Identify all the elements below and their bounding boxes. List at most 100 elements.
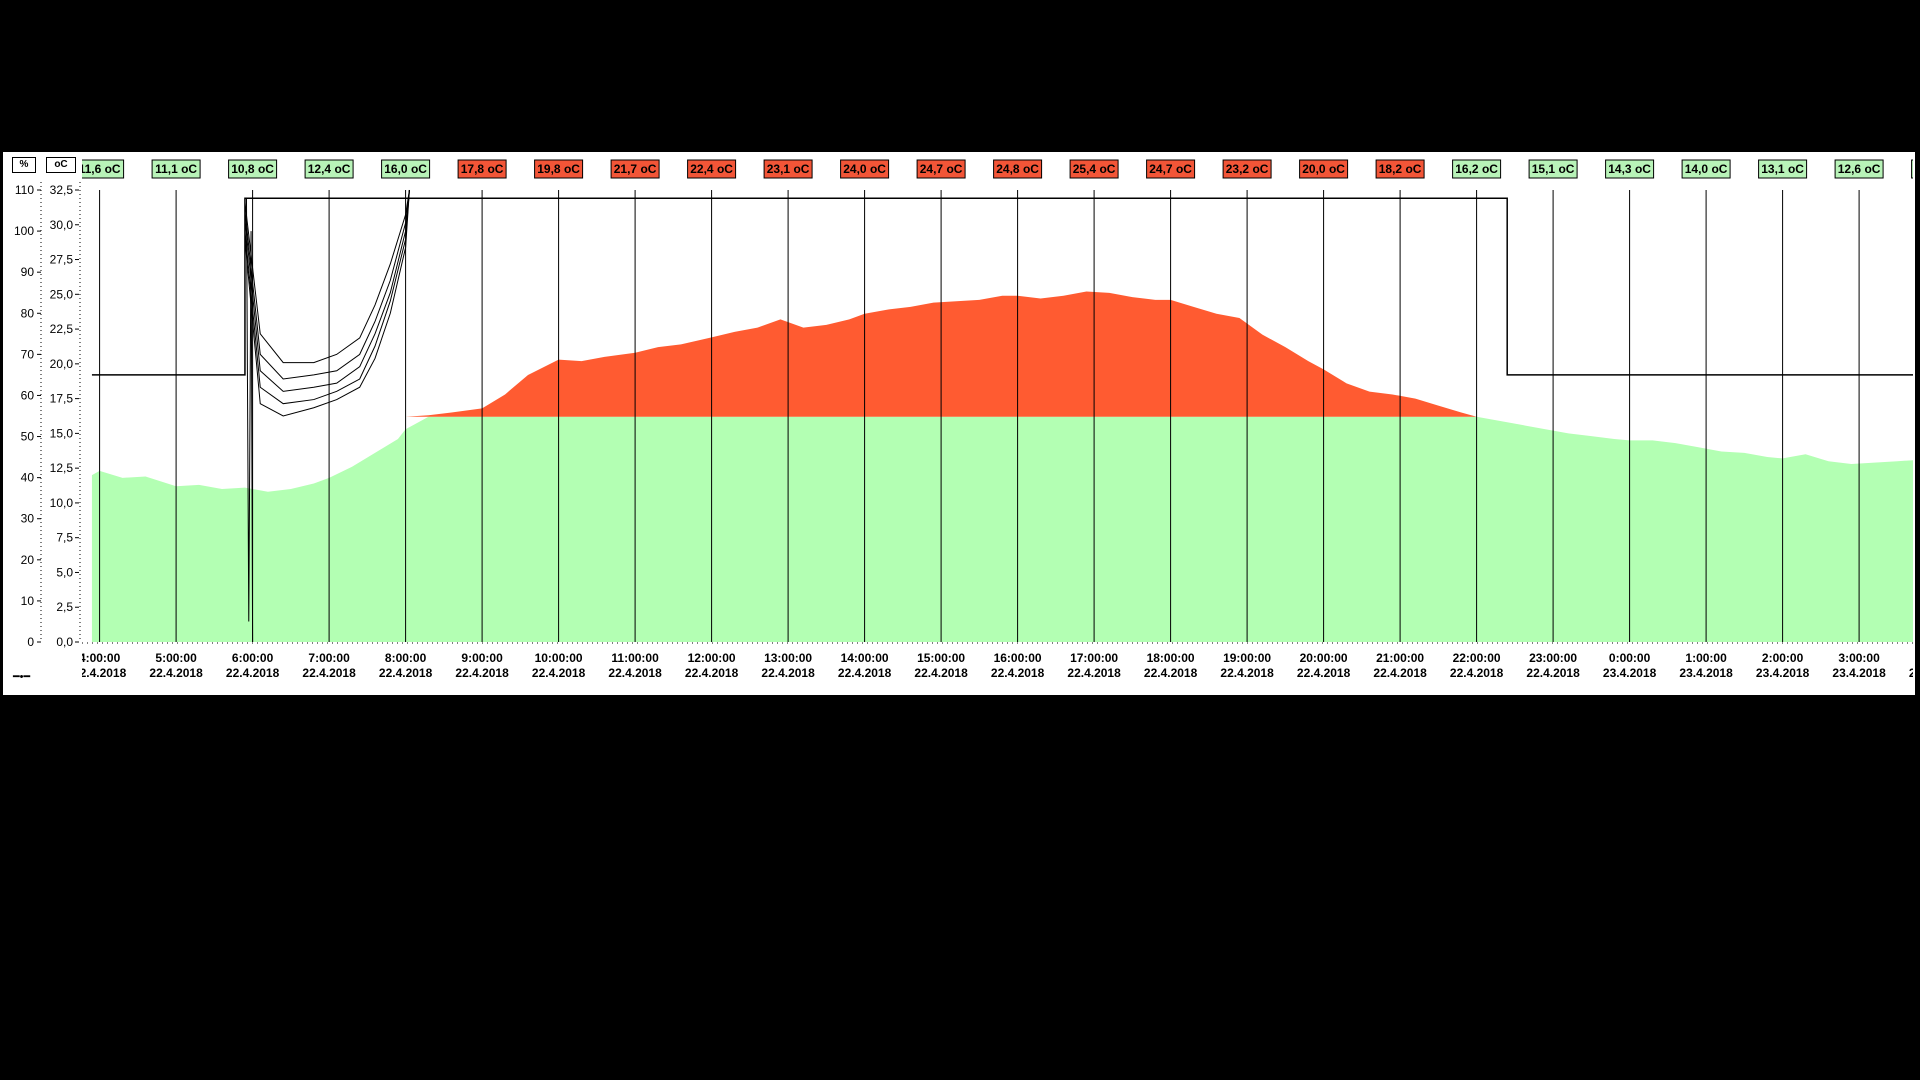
date-tick-label: 22.4.2018 [1526, 666, 1580, 680]
humidity-line [244, 189, 410, 380]
date-tick-label: 22.4.2018 [761, 666, 815, 680]
date-tick-label: 22.4.2018 [1067, 666, 1121, 680]
time-tick-label: 19:00:00 [1223, 651, 1271, 665]
temperature-tick-label: 5,0 [56, 565, 73, 579]
time-tick-label: 4:00:00 [79, 651, 121, 665]
date-tick-label: 22.4.2018 [914, 666, 968, 680]
temperature-tag-label: 21,7 oC [614, 162, 657, 176]
temperature-tick-label: 7,5 [56, 531, 73, 545]
date-tick-label: 22.4.2018 [838, 666, 892, 680]
time-axis-labels: 4:00:0022.4.20185:00:0022.4.20186:00:002… [73, 651, 1913, 680]
date-tick-label: 22.4.2018 [532, 666, 586, 680]
temperature-tag-label: 15,1 oC [1532, 162, 1575, 176]
date-tick-label: 22.4.2018 [302, 666, 356, 680]
cool-temperature-tag [228, 159, 278, 179]
date-tick-label: 22.4.2018 [991, 666, 1045, 680]
cool-temperature-tag [1681, 159, 1731, 179]
temperature-tick-label: 10,0 [50, 496, 74, 510]
temperature-tick-label: 25,0 [50, 287, 74, 301]
temperature-tag-label: 13,1 oC [1761, 162, 1804, 176]
date-tick-label: 22.4.2018 [455, 666, 509, 680]
temperature-tag-label: 23,2 oC [1226, 162, 1269, 176]
time-tick-label: 11:00:00 [611, 651, 659, 665]
time-tick-label: 0:00:00 [1609, 651, 1651, 665]
temperature-tag-label: 11,6 oC [79, 162, 121, 176]
cool-temperature-tag [304, 159, 354, 179]
temperature-tag-label: 14,3 oC [1608, 162, 1651, 176]
time-tick-label: 13:00:00 [764, 651, 812, 665]
date-tick-label: 22.4.2018 [1220, 666, 1274, 680]
cool-temperature-tag [1834, 159, 1884, 179]
cool-temperature-tag [1605, 159, 1655, 179]
temperature-tag-label: 22,4 oC [690, 162, 733, 176]
temperature-tag-label: 11,1 oC [155, 162, 197, 176]
temperature-tag-label: 12,6 oC [1838, 162, 1881, 176]
hot-temperature-tag [840, 159, 890, 179]
temperature-tick-label: 27,5 [50, 253, 74, 267]
time-tick-label: 15:00:00 [917, 651, 965, 665]
percent-tick-label: 20 [21, 553, 35, 567]
hot-temperature-tag [1069, 159, 1119, 179]
percent-tick-label: 30 [21, 512, 35, 526]
cool-temperature-tag [82, 159, 125, 179]
time-tick-label: 21:00:00 [1376, 651, 1424, 665]
cool-temperature-tag [151, 159, 201, 179]
temperature-humidity-chart: 0 10 20 30 40 50 60 70 80 90 100 110 0,0 2,5 5,0 7,5 10,… [14, 159, 1913, 680]
time-tick-label: 7:00:00 [308, 651, 350, 665]
temperature-tag-label: 20,0 oC [1302, 162, 1345, 176]
hot-temperature-tag [1222, 159, 1272, 179]
hot-temperature-tag [1375, 159, 1425, 179]
hot-temperature-tag [993, 159, 1043, 179]
time-tick-label: 23:00:00 [1529, 651, 1577, 665]
time-tick-label: 5:00:00 [155, 651, 197, 665]
temperature-tag-label: 14,0 oC [1685, 162, 1728, 176]
cool-temperature-area [91, 416, 1913, 642]
humidity-line [244, 189, 410, 392]
date-tick-label: 22.4.2018 [226, 666, 280, 680]
temperature-tag-label: 16,0 oC [384, 162, 427, 176]
date-tick-label: 22.4.2018 [379, 666, 433, 680]
time-tick-label: 20:00:00 [1300, 651, 1348, 665]
cool-temperature-tag [381, 159, 431, 179]
plot-area [91, 189, 1913, 642]
date-tick-label: 22.4.2018 [73, 666, 127, 680]
percent-tick-label: 70 [21, 347, 35, 361]
temperature-tag-label: 24,0 oC [843, 162, 886, 176]
hourly-tags: 11,6 oC 11,1 oC 10,8 oC 12,4 oC 16,0 oC 17,8 … [79, 159, 1913, 179]
humidity-line [244, 189, 410, 364]
temperature-tag-label: 17,8 oC [461, 162, 504, 176]
time-tick-label: 2:00:00 [1762, 651, 1804, 665]
date-tick-label: 22.4.2018 [1450, 666, 1504, 680]
date-tick-label: 23.4.2018 [1679, 666, 1733, 680]
hot-temperature-tag [763, 159, 813, 179]
cool-temperature-tag [1528, 159, 1578, 179]
temperature-tag-label: 23,1 oC [767, 162, 810, 176]
temperature-tag-label: 24,8 oC [996, 162, 1039, 176]
hot-temperature-tag [457, 159, 507, 179]
hot-temperature-tag [1146, 159, 1196, 179]
hot-temperature-tag [534, 159, 584, 179]
temperature-tick-label: 30,0 [50, 218, 74, 232]
temperature-tag-label: 18,2 oC [1379, 162, 1422, 176]
time-tick-label: 17:00:00 [1070, 651, 1118, 665]
humidity-drop-spike [245, 198, 254, 642]
temperature-tag-label: 25,4 oC [1073, 162, 1116, 176]
time-tick-label: 14:00:00 [841, 651, 889, 665]
percent-tick-label: 50 [21, 430, 35, 444]
time-tick-label: 16:00:00 [994, 651, 1042, 665]
percent-tick-label: 40 [21, 471, 35, 485]
time-tick-label: 6:00:00 [232, 651, 274, 665]
time-tick-label: 9:00:00 [461, 651, 503, 665]
temperature-tag-label: 10,8 oC [231, 162, 274, 176]
date-tick-label: 22.4.2018 [608, 666, 662, 680]
percent-tick-label: 90 [21, 265, 35, 279]
cool-temperature-tag [1452, 159, 1502, 179]
date-tick-label: 23.4.2018 [1832, 666, 1886, 680]
time-tick-label: 12:00:00 [688, 651, 736, 665]
percent-tick-label: 80 [21, 306, 35, 320]
hot-temperature-tag [687, 159, 737, 179]
temperature-tick-label: 15,0 [50, 426, 74, 440]
hot-temperature-tag [610, 159, 660, 179]
temperature-tick-label: 22,5 [50, 322, 74, 336]
time-tick-label: 1:00:00 [1685, 651, 1727, 665]
